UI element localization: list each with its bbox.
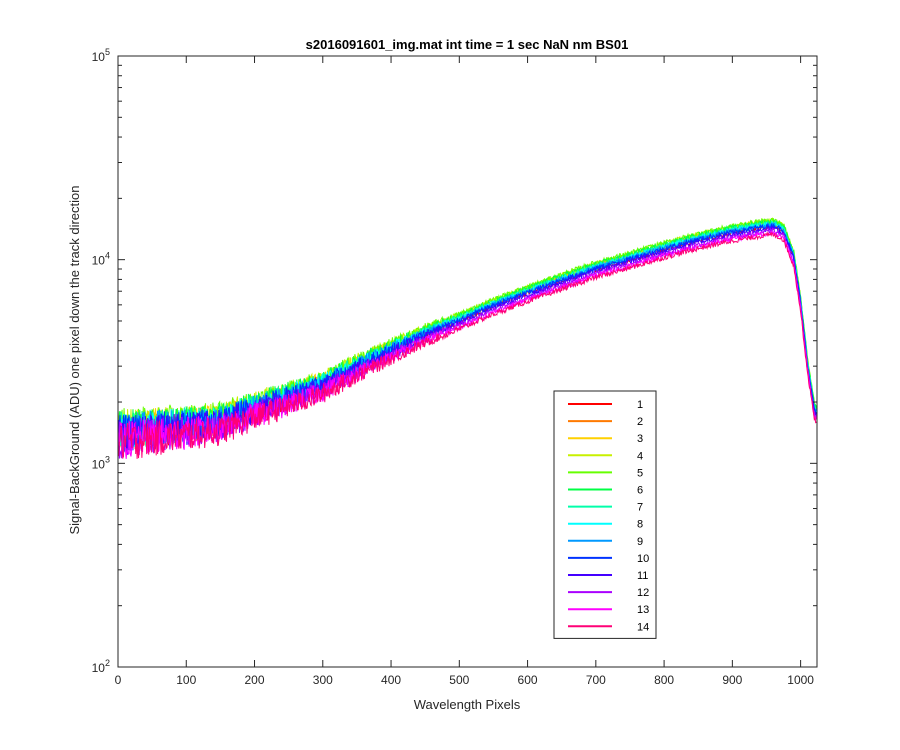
legend-label-10: 10 [637, 553, 649, 565]
legend-label-1: 1 [637, 399, 643, 411]
legend-label-14: 14 [637, 621, 649, 633]
chart-title: s2016091601_img.mat int time = 1 sec NaN… [306, 37, 629, 52]
legend-label-3: 3 [637, 433, 643, 445]
y-tick-label: 104 [92, 251, 110, 268]
x-axis-label: Wavelength Pixels [414, 697, 521, 712]
legend-label-7: 7 [637, 502, 643, 514]
legend-label-5: 5 [637, 467, 643, 479]
x-tick-label: 0 [115, 673, 122, 687]
axes-frame [117, 55, 818, 668]
y-tick-label: 102 [92, 658, 110, 675]
legend-label-8: 8 [637, 519, 643, 531]
x-tick-label: 700 [586, 673, 606, 687]
legend-label-2: 2 [637, 416, 643, 428]
y-axis-label: Signal-BackGround (ADU) one pixel down t… [67, 185, 82, 534]
axes-background [118, 56, 817, 667]
legend-label-12: 12 [637, 587, 649, 599]
y-tick-label: 105 [92, 47, 110, 64]
series-line-11 [118, 225, 817, 455]
x-tick-label: 300 [313, 673, 333, 687]
series-group [118, 217, 817, 460]
legend-box [553, 390, 657, 639]
x-tick-label: 800 [654, 673, 674, 687]
legend-label-4: 4 [637, 450, 643, 462]
ticks-group: 0 100 200 300 400 500 600 700 800 900 100010210310… [92, 47, 817, 687]
x-tick-label: 900 [722, 673, 742, 687]
x-tick-label: 600 [518, 673, 538, 687]
series-line-14 [118, 231, 817, 459]
x-tick-label: 1000 [787, 673, 814, 687]
plot-area: 0 100 200 300 400 500 600 700 800 900 100010210310… [92, 47, 818, 687]
x-tick-label: 100 [176, 673, 196, 687]
y-tick-label: 103 [92, 454, 110, 471]
legend-label-9: 9 [637, 536, 643, 548]
x-tick-label: 200 [245, 673, 265, 687]
x-tick-label: 400 [381, 673, 401, 687]
legend-label-13: 13 [637, 604, 649, 616]
x-tick-label: 500 [449, 673, 469, 687]
legend-label-11: 11 [637, 570, 648, 582]
legend-label-6: 6 [637, 485, 643, 497]
